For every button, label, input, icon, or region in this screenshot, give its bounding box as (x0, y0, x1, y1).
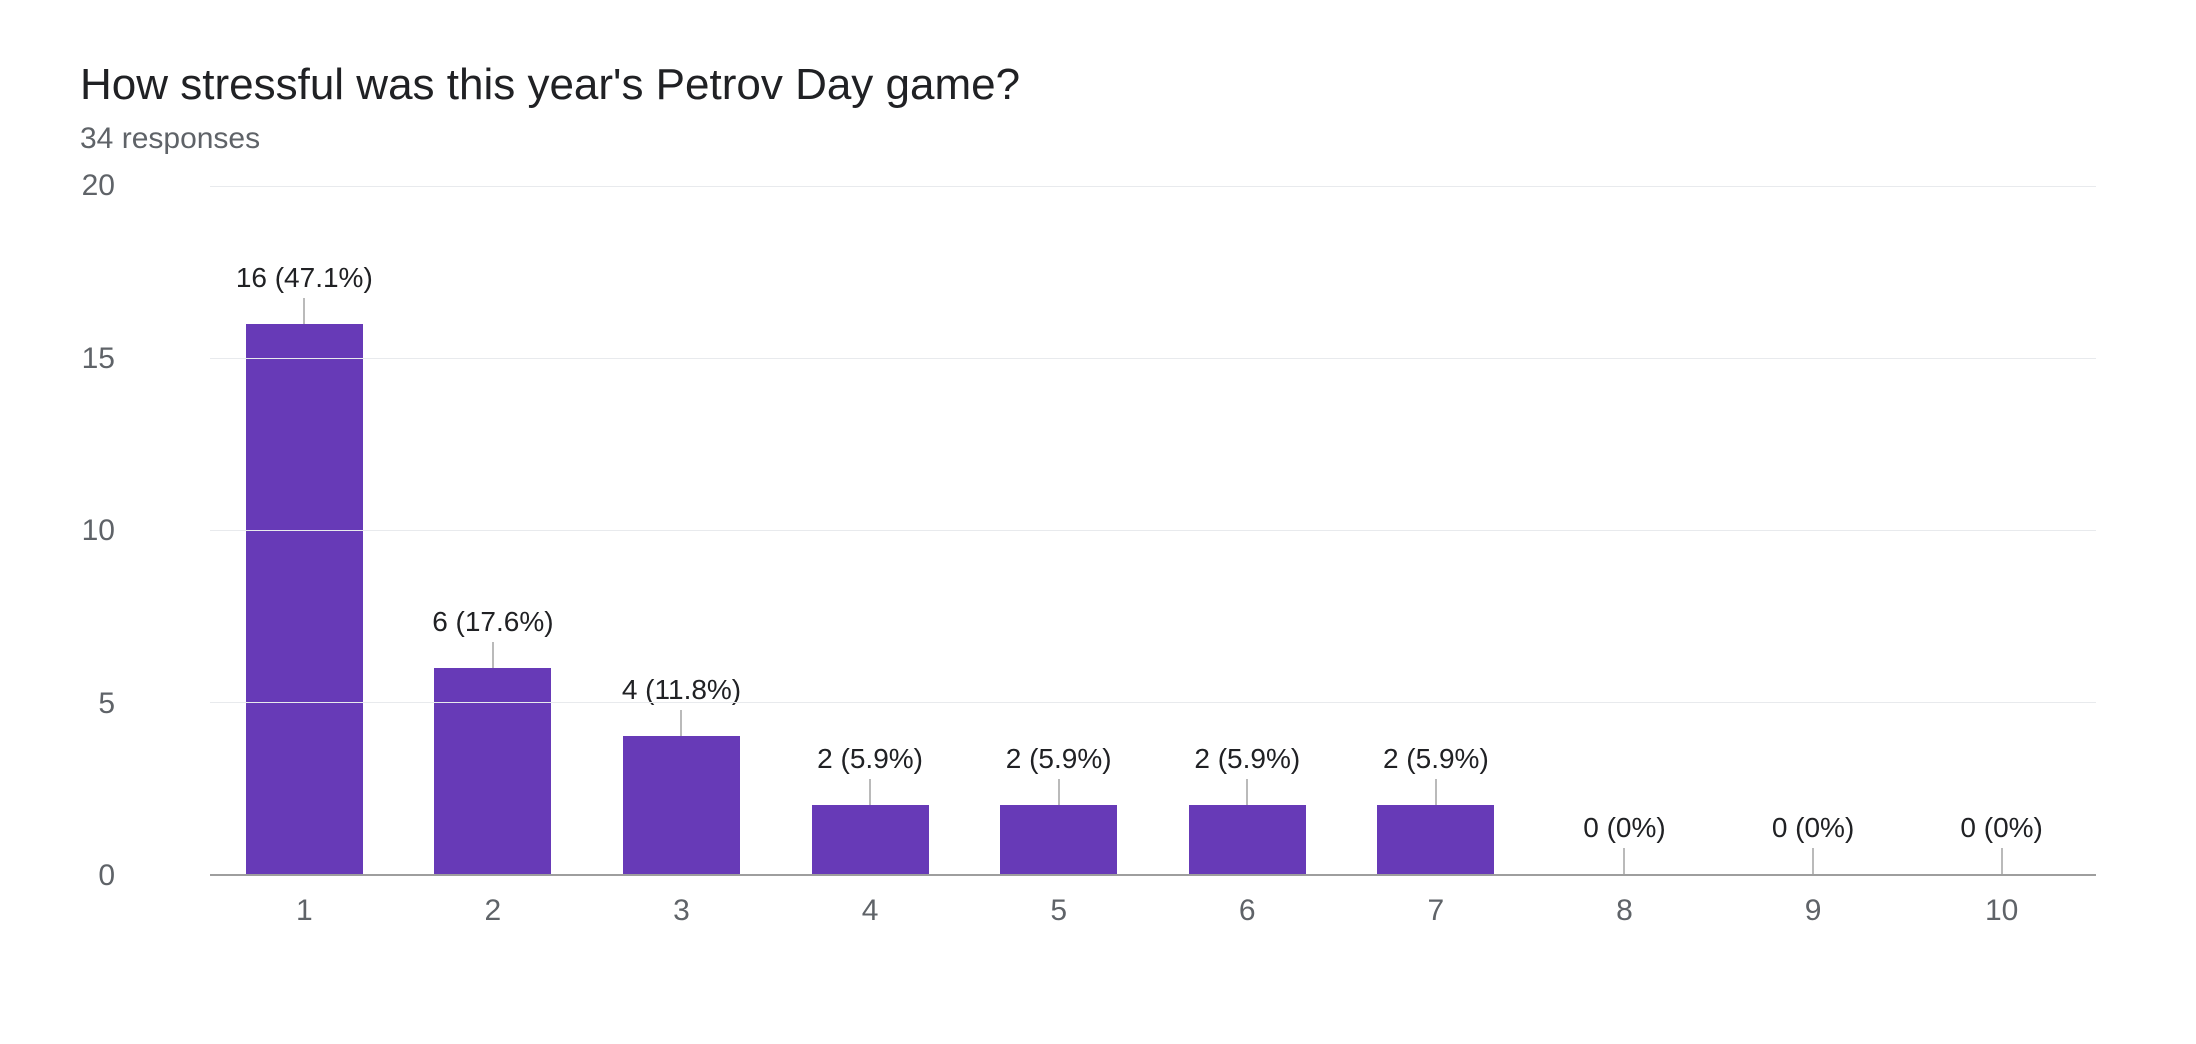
bar-value-label: 2 (5.9%) (817, 743, 923, 775)
bar-value-label: 0 (0%) (1772, 812, 1854, 844)
chart-container: How stressful was this year's Petrov Day… (0, 0, 2196, 1044)
y-tick-label: 5 (98, 687, 115, 721)
bar-value-tick (492, 642, 493, 668)
bar-value-label: 16 (47.1%) (236, 262, 373, 294)
x-tick-label: 1 (210, 876, 399, 966)
x-tick-label: 6 (1153, 876, 1342, 966)
y-tick-label: 15 (82, 342, 115, 376)
gridline (210, 358, 2096, 359)
bar-value-label: 2 (5.9%) (1194, 743, 1300, 775)
gridline (210, 702, 2096, 703)
bar (812, 805, 929, 874)
bar (434, 668, 551, 874)
x-tick-label: 7 (1342, 876, 1531, 966)
y-tick-label: 20 (82, 169, 115, 203)
bar (623, 736, 740, 874)
bar-value-tick (681, 710, 682, 736)
bar-value-label: 2 (5.9%) (1383, 743, 1489, 775)
plot-area: 16 (47.1%)6 (17.6%)4 (11.8%)2 (5.9%)2 (5… (210, 186, 2096, 876)
bar-value-tick (1624, 848, 1625, 874)
chart-area: 05101520 16 (47.1%)6 (17.6%)4 (11.8%)2 (… (140, 186, 2096, 966)
bar (1377, 805, 1494, 874)
x-tick-label: 10 (1907, 876, 2096, 966)
bar-value-label: 2 (5.9%) (1006, 743, 1112, 775)
bar-value-label: 0 (0%) (1583, 812, 1665, 844)
x-tick-label: 8 (1530, 876, 1719, 966)
bar-value-tick (870, 779, 871, 805)
gridline (210, 530, 2096, 531)
bar (1000, 805, 1117, 874)
bar-value-label: 6 (17.6%) (432, 606, 553, 638)
bar-value-label: 0 (0%) (1960, 812, 2042, 844)
chart-title: How stressful was this year's Petrov Day… (80, 60, 2096, 110)
bar (1189, 805, 1306, 874)
bar-value-tick (2001, 848, 2002, 874)
y-tick-label: 0 (98, 859, 115, 893)
y-axis: 05101520 (130, 186, 190, 876)
bar-value-tick (1058, 779, 1059, 805)
bar (246, 324, 363, 874)
response-count: 34 responses (80, 122, 2096, 156)
x-tick-label: 5 (964, 876, 1153, 966)
x-tick-label: 3 (587, 876, 776, 966)
y-tick-label: 10 (82, 514, 115, 548)
x-tick-label: 2 (399, 876, 588, 966)
bar-value-tick (304, 298, 305, 324)
gridline (210, 186, 2096, 187)
x-axis: 12345678910 (210, 876, 2096, 966)
bar-value-tick (1435, 779, 1436, 805)
x-tick-label: 9 (1719, 876, 1908, 966)
bar-value-tick (1247, 779, 1248, 805)
bar-value-tick (1813, 848, 1814, 874)
x-tick-label: 4 (776, 876, 965, 966)
